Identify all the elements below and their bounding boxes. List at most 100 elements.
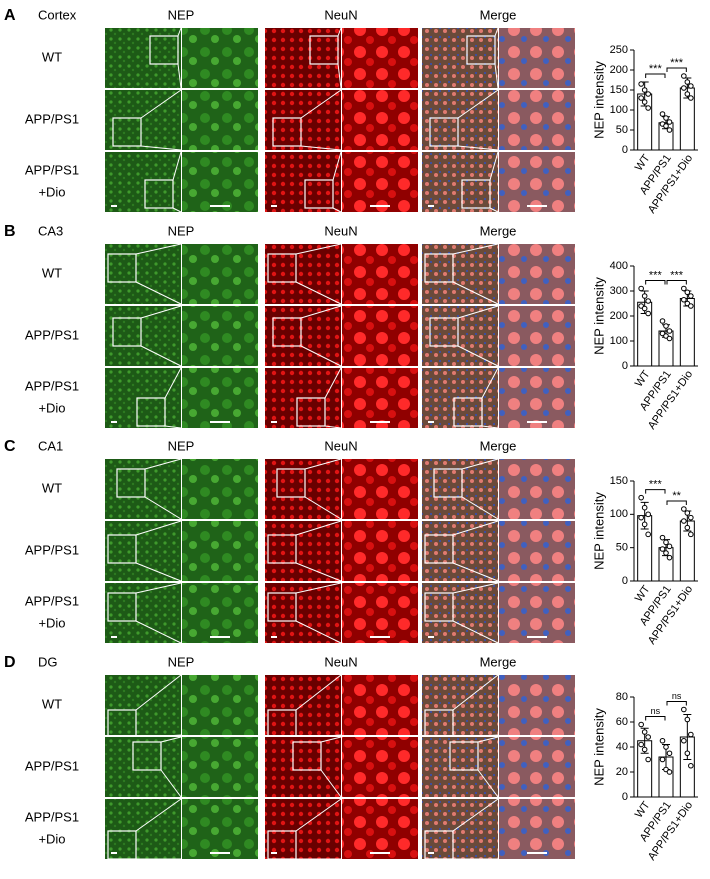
data-point — [681, 296, 687, 303]
x-tick-label: WT — [633, 152, 653, 173]
inset-box — [267, 534, 297, 564]
data-point — [684, 750, 691, 757]
column-header: NEP — [168, 438, 195, 453]
micrograph — [422, 799, 498, 859]
inset-box — [107, 534, 137, 564]
y-tick-label: 100 — [610, 508, 628, 520]
zoom-line — [135, 798, 182, 832]
significance-label: *** — [670, 57, 684, 69]
inset-box — [304, 179, 334, 209]
micrograph — [265, 583, 341, 643]
zoom-line — [135, 281, 182, 305]
zoom-line — [160, 769, 182, 798]
data-point — [666, 119, 673, 125]
data-point — [659, 737, 666, 744]
inset-box — [116, 468, 146, 498]
data-point — [638, 285, 644, 292]
micrograph — [265, 28, 341, 88]
data-point — [681, 73, 687, 79]
data-point — [638, 741, 644, 748]
zoom-line — [135, 520, 182, 536]
significance-label: ** — [672, 490, 681, 502]
data-point — [645, 531, 651, 538]
data-point — [638, 81, 644, 87]
micrograph — [105, 737, 181, 797]
data-point — [688, 303, 694, 309]
micrograph — [265, 799, 341, 859]
micrograph — [265, 244, 341, 304]
micrograph — [422, 306, 498, 366]
column-header: Merge — [480, 654, 517, 669]
significance-bracket — [666, 500, 687, 505]
row-label: APP/PS1 — [25, 542, 79, 557]
zoom-line — [337, 63, 342, 89]
column-header: NeuN — [324, 223, 357, 238]
zoom-line — [304, 496, 342, 520]
significance-label: *** — [649, 269, 663, 281]
significance-bracket — [645, 280, 666, 285]
zoom-line — [457, 89, 499, 119]
inset-box — [107, 253, 137, 283]
micrograph — [342, 306, 418, 366]
row-label: +Dio — [38, 400, 65, 415]
micrograph — [182, 737, 258, 797]
micrograph — [105, 244, 181, 304]
zoom-line — [135, 582, 182, 594]
zoom-line — [295, 674, 342, 711]
micrograph — [182, 521, 258, 581]
micrograph — [182, 28, 258, 88]
micrograph — [105, 306, 181, 366]
micrograph — [499, 583, 575, 643]
data-point — [641, 746, 648, 753]
micrograph — [342, 737, 418, 797]
y-tick-label: 50 — [616, 542, 628, 554]
zoom-line — [295, 562, 342, 582]
data-point — [645, 756, 651, 763]
zoom-line — [337, 27, 342, 37]
micrograph — [422, 737, 498, 797]
zoom-line — [295, 243, 342, 255]
zoom-line — [461, 458, 499, 470]
significance-bracket — [645, 73, 666, 78]
micrograph — [265, 152, 341, 212]
micrograph — [105, 521, 181, 581]
zoom-line — [144, 458, 182, 470]
micrograph — [342, 521, 418, 581]
zoom-line — [494, 63, 499, 89]
data-point — [684, 524, 691, 531]
micrograph — [499, 90, 575, 150]
data-point — [688, 293, 694, 299]
inset-box — [107, 830, 137, 860]
zoom-line — [295, 620, 342, 644]
column-header: NeuN — [324, 7, 357, 22]
inset-box — [429, 317, 459, 347]
data-point — [645, 298, 651, 304]
data-point — [688, 762, 694, 769]
inset-box — [309, 35, 339, 65]
column-header: Merge — [480, 7, 517, 22]
data-point — [638, 494, 644, 501]
inset-box — [276, 468, 306, 498]
panel-letter: D — [4, 654, 16, 671]
row-label: WT — [42, 696, 62, 711]
zoom-line — [452, 281, 499, 305]
inset-box — [267, 592, 297, 622]
inset-box — [449, 741, 479, 771]
inset-box — [144, 179, 174, 209]
inset-box — [136, 397, 166, 427]
micrograph — [342, 583, 418, 643]
micrograph — [342, 244, 418, 304]
panel-letter: B — [4, 223, 16, 240]
zoom-line — [324, 367, 342, 399]
y-tick-label: 300 — [610, 285, 628, 297]
data-point — [663, 123, 669, 129]
micrograph — [342, 152, 418, 212]
data-point — [641, 729, 648, 735]
micrograph — [182, 675, 258, 735]
data-point — [684, 510, 691, 516]
zoom-line — [164, 425, 182, 429]
y-tick-label: 400 — [610, 260, 628, 272]
zoom-line — [452, 620, 499, 644]
column-header: Merge — [480, 223, 517, 238]
zoom-line — [140, 345, 182, 367]
